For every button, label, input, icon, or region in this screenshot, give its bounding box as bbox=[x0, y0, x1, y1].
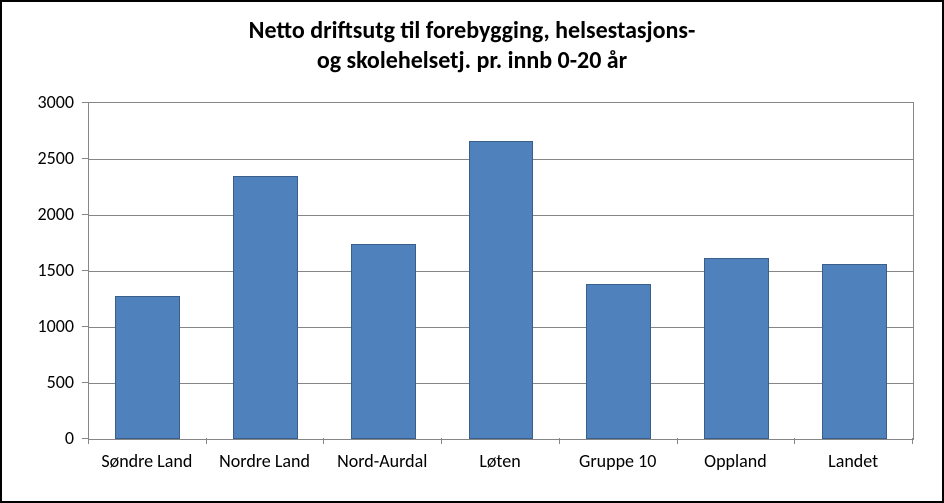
x-tick-label: Landet bbox=[794, 450, 912, 472]
x-tick-mark bbox=[677, 438, 678, 444]
bar bbox=[704, 258, 769, 439]
chart-title-line1: Netto driftsutg til forebygging, helsest… bbox=[249, 16, 696, 45]
chart-title: Netto driftsutg til forebygging, helsest… bbox=[2, 16, 942, 76]
y-tick-label: 500 bbox=[2, 371, 74, 393]
x-tick-mark bbox=[323, 438, 324, 444]
x-tick-mark bbox=[441, 438, 442, 444]
x-tick-label: Nordre Land bbox=[206, 450, 324, 472]
y-tick-label: 2000 bbox=[2, 203, 74, 225]
x-tick-label: Søndre Land bbox=[88, 450, 206, 472]
x-tick-mark bbox=[794, 438, 795, 444]
bar bbox=[469, 141, 534, 439]
x-tick-label: Nord-Aurdal bbox=[323, 450, 441, 472]
plot-area bbox=[88, 102, 914, 440]
x-tick-label: Oppland bbox=[677, 450, 795, 472]
x-tick-label: Gruppe 10 bbox=[559, 450, 677, 472]
y-tick-label: 2500 bbox=[2, 147, 74, 169]
x-tick-mark bbox=[559, 438, 560, 444]
bar bbox=[351, 244, 416, 439]
bar bbox=[586, 284, 651, 439]
x-tick-mark bbox=[912, 438, 913, 444]
y-tick-label: 1000 bbox=[2, 315, 74, 337]
chart-title-line2: og skolehelsetj. pr. innb 0-20 år bbox=[317, 46, 627, 75]
x-tick-mark bbox=[206, 438, 207, 444]
y-tick-label: 1500 bbox=[2, 259, 74, 281]
bar bbox=[115, 296, 180, 439]
bar bbox=[822, 264, 887, 439]
x-tick-label: Løten bbox=[441, 450, 559, 472]
bar bbox=[233, 176, 298, 439]
y-tick-label: 3000 bbox=[2, 91, 74, 113]
x-tick-mark bbox=[88, 438, 89, 444]
y-tick-label: 0 bbox=[2, 427, 74, 449]
chart-frame: Netto driftsutg til forebygging, helsest… bbox=[0, 0, 944, 503]
